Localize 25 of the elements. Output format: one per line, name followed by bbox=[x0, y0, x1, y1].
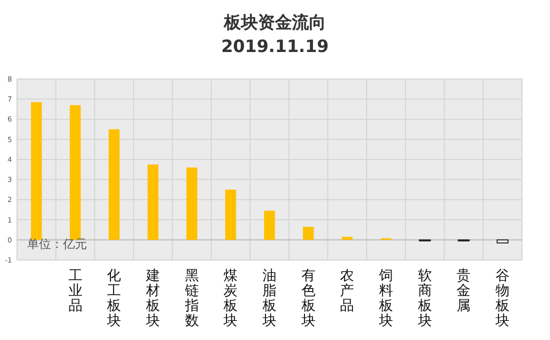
bar bbox=[186, 167, 198, 240]
bar bbox=[496, 239, 509, 244]
bar bbox=[302, 226, 314, 240]
bar bbox=[264, 210, 275, 240]
x-tick-label: 有色板块 bbox=[300, 268, 316, 329]
x-tick-label: 黑链指数 bbox=[184, 268, 199, 329]
x-tick-label: 贵金属 bbox=[456, 268, 471, 314]
chart-title: 板块资金流向 bbox=[223, 13, 326, 33]
x-tick-label: 饲料板块 bbox=[378, 268, 394, 329]
x-tick-label: 煤炭板块 bbox=[222, 268, 238, 329]
x-tick-label: 工业品 bbox=[68, 268, 82, 314]
annotation: 单位：亿元 bbox=[27, 237, 87, 251]
x-tick-label: 建材板块 bbox=[144, 268, 160, 329]
x-tick-label: 化工板块 bbox=[106, 268, 122, 329]
x-tick-label: 软商板块 bbox=[416, 268, 432, 329]
x-tick-label: 谷物板块 bbox=[494, 268, 510, 329]
bar bbox=[30, 102, 42, 240]
x-tick-label: 农产品 bbox=[340, 268, 354, 314]
bar bbox=[108, 129, 120, 240]
chart-subtitle: 2019.11.19 bbox=[221, 37, 329, 57]
bar bbox=[70, 105, 81, 240]
bar bbox=[342, 236, 353, 240]
bar bbox=[225, 190, 236, 240]
x-tick-label: 油脂板块 bbox=[262, 268, 276, 329]
bar bbox=[148, 164, 158, 240]
